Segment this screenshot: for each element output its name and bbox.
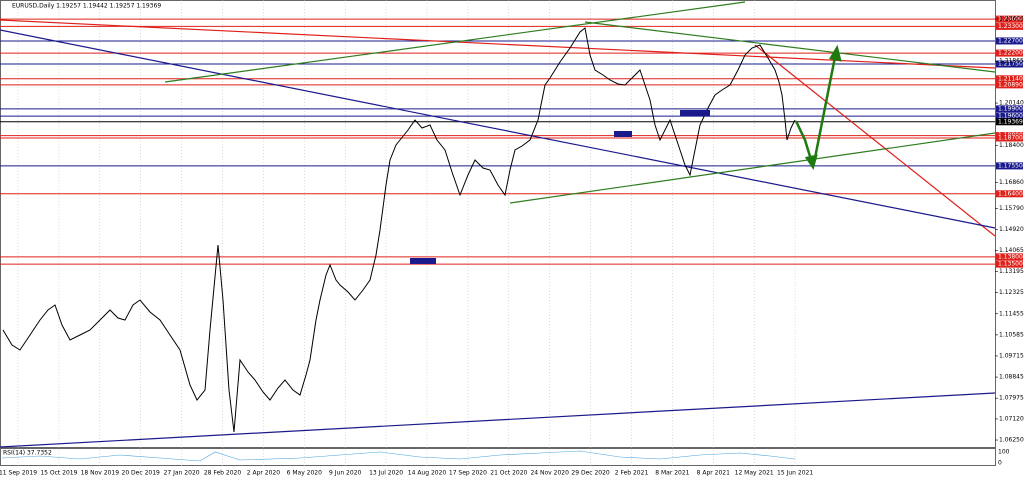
- time-label: 6 May 2020: [287, 470, 322, 477]
- time-label: 8 Apr 2021: [697, 470, 730, 477]
- time-label: 29 Dec 2020: [571, 470, 610, 477]
- time-label: 21 Oct 2020: [490, 470, 527, 477]
- time-label: 14 Aug 2020: [408, 470, 447, 477]
- level-badge: [996, 260, 1023, 268]
- price-label: 1.15790: [999, 205, 1024, 212]
- time-label: 13 Jul 2020: [369, 470, 403, 477]
- arrow: [794, 120, 814, 164]
- level-label: 1.19369: [998, 118, 1023, 125]
- level-tag: [680, 110, 710, 116]
- indicator-frame: [0, 448, 996, 466]
- level-badge: [996, 162, 1023, 170]
- level-label: 1.13800: [998, 253, 1023, 260]
- level-label: 1.18700: [998, 134, 1023, 141]
- time-label: 15 Jun 2021: [777, 470, 813, 477]
- indicator-bottom: 0: [998, 460, 1002, 467]
- time-label: 28 Feb 2020: [204, 470, 242, 477]
- arrowhead: [804, 154, 818, 170]
- price-series: [2, 27, 796, 433]
- level-badge: [996, 134, 1023, 142]
- annotation-arrows: [794, 44, 842, 170]
- price-label: 1.18400: [999, 142, 1024, 149]
- level-badge: [996, 15, 1023, 23]
- level-badge: [996, 190, 1023, 198]
- trend-line: [164, 1, 746, 83]
- trend-line: [0, 19, 996, 69]
- price-label: 1.20140: [999, 100, 1024, 107]
- trend-line: [0, 29, 996, 229]
- level-badge: [996, 75, 1023, 83]
- level-label: 1.20890: [998, 81, 1023, 88]
- time-label: 12 May 2021: [735, 470, 774, 477]
- arrowhead: [829, 44, 842, 62]
- time-label: 17 Sep 2020: [449, 470, 487, 477]
- time-label: 2 Apr 2020: [247, 470, 280, 477]
- level-label: 1.21750: [998, 61, 1023, 68]
- price-label: 1.07975: [999, 395, 1024, 402]
- level-badge: [996, 105, 1023, 113]
- trend-lines: [0, 1, 996, 448]
- level-label: 1.16400: [998, 190, 1023, 197]
- indicator-top: 100: [998, 449, 1010, 456]
- level-label: 1.21140: [998, 75, 1023, 82]
- level-badge: [996, 81, 1023, 89]
- price-label: 1.11455: [999, 310, 1024, 317]
- level-label: 1.13500: [998, 261, 1023, 268]
- time-label: 24 Nov 2020: [530, 470, 569, 477]
- level-badge: [996, 49, 1023, 57]
- symbol-info: EURUSD,Daily 1.19257 1.19442 1.19257 1.1…: [12, 3, 161, 10]
- price-label: 1.16860: [999, 179, 1024, 186]
- price-label: 1.08845: [999, 374, 1024, 381]
- price-label: 1.23605: [999, 16, 1024, 23]
- price-label: 1.14065: [999, 247, 1024, 254]
- time-label: 2 Feb 2021: [615, 470, 649, 477]
- price-label: 1.14920: [999, 226, 1024, 233]
- time-label: 8 Mar 2021: [655, 470, 689, 477]
- time-label: 18 Nov 2019: [81, 470, 120, 477]
- trend-line: [509, 132, 996, 204]
- price-label: 1.10585: [999, 331, 1024, 338]
- indicator-label: RSI(14) 37.7352: [3, 450, 52, 457]
- level-label: 1.23300: [998, 23, 1023, 30]
- time-label: 11 Sep 2019: [0, 470, 37, 477]
- level-label: 1.19900: [998, 105, 1023, 112]
- level-label: 1.22200: [998, 50, 1023, 57]
- level-label: 1.22700: [998, 37, 1023, 44]
- level-label: 1.17550: [998, 162, 1023, 169]
- price-label: 1.21865: [999, 58, 1024, 65]
- level-badge: [996, 60, 1023, 68]
- time-label: 15 Oct 2019: [40, 470, 77, 477]
- level-badge: [996, 253, 1023, 261]
- arrow: [812, 51, 838, 164]
- main-frame: [0, 0, 996, 448]
- level-badge: [996, 118, 1023, 126]
- level-tag: [614, 131, 632, 137]
- price-label: 1.13195: [999, 268, 1024, 275]
- time-label: 27 Jan 2020: [164, 470, 200, 477]
- price-label: 1.09715: [999, 352, 1024, 359]
- level-label: 1.23600: [998, 16, 1023, 23]
- level-label: 1.19600: [998, 113, 1023, 120]
- price-label: 1.12325: [999, 289, 1024, 296]
- price-label: 1.06250: [999, 437, 1024, 444]
- time-label: 9 Jun 2020: [329, 470, 361, 477]
- level-badge: [996, 112, 1023, 120]
- time-label: 20 Dec 2019: [122, 470, 161, 477]
- level-badge: [996, 22, 1023, 30]
- trend-line: [754, 44, 996, 237]
- level-tag: [410, 258, 436, 264]
- trend-line: [0, 392, 996, 448]
- rsi-line: [1, 450, 796, 462]
- price-label: 1.07120: [999, 415, 1024, 422]
- level-badge: [996, 37, 1023, 45]
- trend-line: [584, 21, 996, 73]
- object-labels: [410, 110, 710, 264]
